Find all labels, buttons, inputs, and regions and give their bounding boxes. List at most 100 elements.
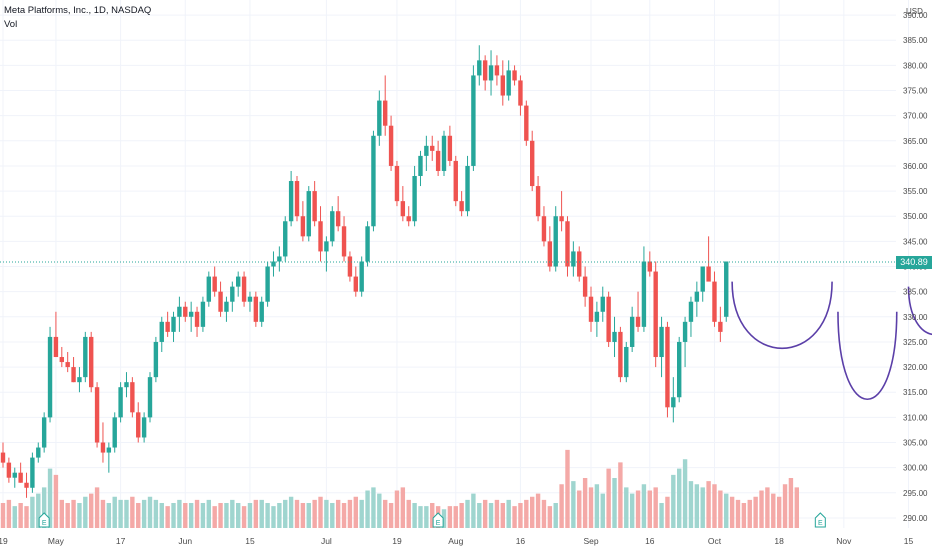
volume-bar <box>665 496 670 528</box>
currency-label: USD <box>906 7 923 16</box>
candle-body <box>200 301 206 327</box>
candle-body <box>36 447 41 458</box>
candle-body <box>59 357 64 363</box>
candle-body <box>236 276 241 287</box>
volume-bar <box>771 493 776 528</box>
volume-bar <box>265 503 270 528</box>
candle-body <box>535 186 541 217</box>
candle-body <box>712 281 717 322</box>
volume-bar <box>124 499 129 528</box>
price-series <box>0 45 729 498</box>
candle-body <box>271 261 276 267</box>
candle-body <box>288 181 294 222</box>
volume-bar <box>0 503 6 528</box>
y-tick-label: 315.00 <box>903 388 928 397</box>
volume-bar <box>747 499 752 528</box>
volume-bar <box>688 481 694 528</box>
volume-bar <box>424 506 429 528</box>
volume-bar <box>582 478 588 528</box>
volume-bar <box>465 499 470 528</box>
annotations <box>731 281 932 401</box>
candle-body <box>0 452 6 463</box>
volume-bar <box>24 506 29 528</box>
volume-bar <box>388 503 394 528</box>
candle-body <box>477 60 482 76</box>
candle-body <box>724 261 729 317</box>
candle-body <box>424 145 429 156</box>
candle-body <box>512 70 517 81</box>
y-tick-label: 335.00 <box>903 288 928 297</box>
candle-body <box>259 301 264 322</box>
candle-body <box>159 321 164 342</box>
candle-body <box>383 100 388 126</box>
candle-body <box>624 346 629 378</box>
x-tick-label: Nov <box>836 536 852 546</box>
volume-bar <box>653 487 658 528</box>
candle-body <box>130 382 135 413</box>
candle-body <box>682 321 688 342</box>
y-tick-label: 295.00 <box>903 489 928 498</box>
x-tick-label: Jun <box>178 536 192 546</box>
candle-body <box>559 216 564 222</box>
candle-body <box>571 251 576 267</box>
volume-bar <box>418 506 423 528</box>
volume-bar <box>53 474 59 528</box>
candle-body <box>394 165 400 202</box>
candle-body <box>118 387 123 418</box>
volume-bar <box>706 481 711 528</box>
candle-body <box>241 276 247 302</box>
candle-body <box>77 377 82 383</box>
candle-body <box>253 296 259 322</box>
volume-bar <box>371 487 376 528</box>
candle-body <box>547 241 553 267</box>
earnings-marker-label: E <box>42 520 47 527</box>
y-tick-label: 320.00 <box>903 363 928 372</box>
candle-body <box>647 261 652 272</box>
candle-body <box>447 135 453 161</box>
candle-body <box>171 316 176 332</box>
candle-body <box>659 326 664 358</box>
candle-body <box>65 362 70 368</box>
volume-bar <box>171 503 176 528</box>
volume-bar <box>377 493 382 528</box>
candle-body <box>30 457 35 488</box>
volume-bar <box>212 506 217 528</box>
x-tick-label: 16 <box>516 536 526 546</box>
y-tick-label: 310.00 <box>903 413 928 422</box>
candle-body <box>494 65 500 76</box>
x-tick-label: Sep <box>583 536 598 546</box>
x-tick-label: 19 <box>0 536 8 546</box>
candle-body <box>665 326 670 408</box>
volume-bar <box>335 499 341 528</box>
volume-bar <box>318 496 323 528</box>
volume-bar <box>277 503 282 528</box>
volume-bar <box>471 493 476 528</box>
earnings-marker <box>38 512 50 528</box>
volume-bar <box>477 503 482 528</box>
volume-bar <box>394 490 400 528</box>
candle-body <box>318 221 323 252</box>
x-tick-label: 16 <box>645 536 655 546</box>
candle-body <box>330 211 335 242</box>
volume-bar <box>494 499 500 528</box>
y-tick-label: 345.00 <box>903 237 928 246</box>
y-tick-label: 365.00 <box>903 137 928 146</box>
candle-body <box>565 221 570 267</box>
volume-label: Vol <box>4 19 18 30</box>
candle-body <box>365 226 370 262</box>
x-tick-label: Jul <box>321 536 332 546</box>
candle-body <box>435 150 441 171</box>
volume-bar <box>194 499 200 528</box>
candle-body <box>359 261 364 292</box>
candle-body <box>112 417 117 448</box>
candle-body <box>406 216 411 222</box>
y-tick-label: 380.00 <box>903 61 928 70</box>
pattern-curve <box>731 281 833 349</box>
volume-bar <box>306 503 311 528</box>
candle-body <box>506 70 511 96</box>
candle-body <box>482 60 488 81</box>
volume-bar <box>412 503 417 528</box>
candle-body <box>194 311 200 327</box>
